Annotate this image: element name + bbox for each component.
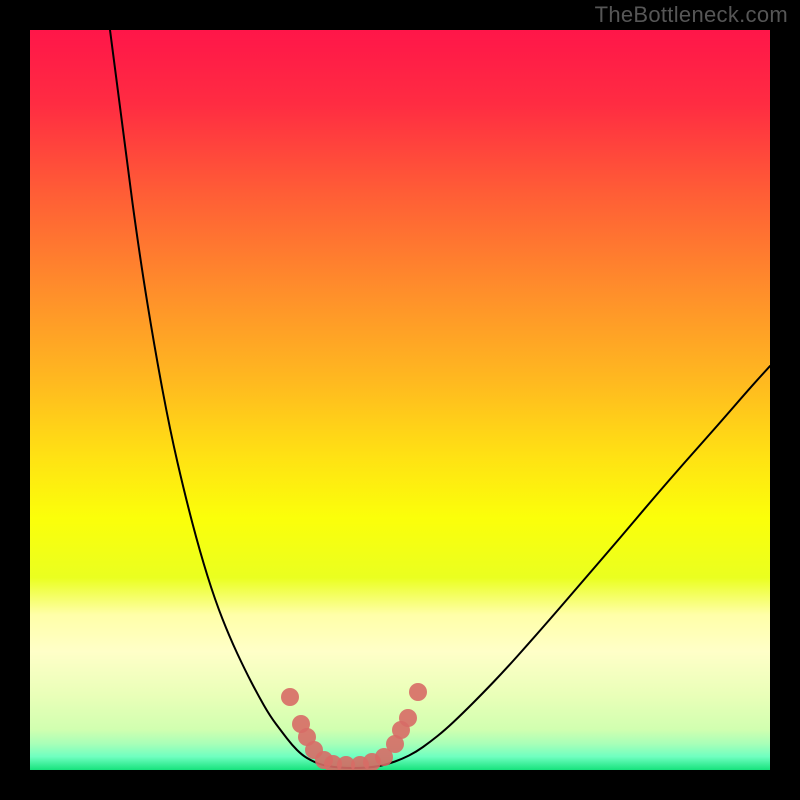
- bottleneck-chart: [30, 30, 770, 770]
- chart-frame: TheBottleneck.com: [0, 0, 800, 800]
- data-marker: [399, 709, 417, 727]
- data-marker: [281, 688, 299, 706]
- gradient-background: [30, 30, 770, 770]
- data-marker: [409, 683, 427, 701]
- watermark-text: TheBottleneck.com: [595, 2, 788, 28]
- plot-area: [30, 30, 770, 770]
